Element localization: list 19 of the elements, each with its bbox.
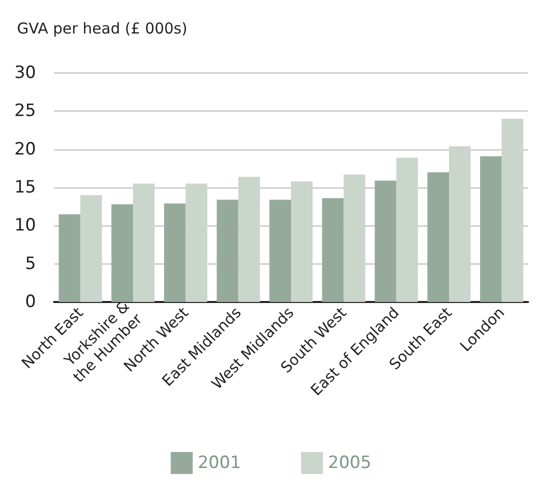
bar xyxy=(322,198,344,302)
legend-label: 2001 xyxy=(198,453,241,473)
bar xyxy=(269,200,291,302)
bar xyxy=(58,214,80,302)
y-tick-label: 25 xyxy=(14,101,36,122)
y-axis-title: GVA per head (£ 000s) xyxy=(17,20,188,38)
bar xyxy=(111,204,133,302)
bar xyxy=(164,204,186,302)
y-tick-label: 5 xyxy=(25,254,36,274)
bar xyxy=(374,180,396,302)
y-tick-label: 30 xyxy=(14,63,36,83)
y-tick-label: 0 xyxy=(25,292,36,312)
legend-label: 2005 xyxy=(328,453,372,473)
bar xyxy=(427,172,449,302)
bar xyxy=(480,156,502,302)
y-tick-label: 15 xyxy=(14,178,36,198)
y-tick-label: 10 xyxy=(14,216,36,236)
y-tick-label: 20 xyxy=(14,139,36,160)
bar xyxy=(216,200,238,302)
